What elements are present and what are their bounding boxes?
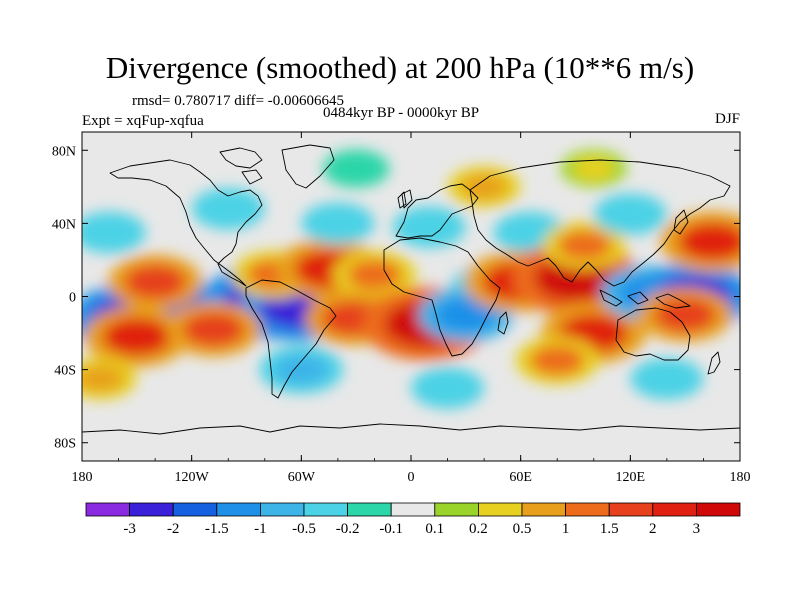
x-tick-label-0: 180: [72, 470, 93, 485]
colorbar-label-2: -1.5: [205, 521, 229, 537]
divergence-field: [82, 132, 740, 461]
colorbar-swatch-5: [303, 502, 348, 517]
colorbar-label-3: -1: [254, 521, 267, 537]
colorbar-label-0: -3: [123, 521, 136, 537]
x-tick-label-5: 120E: [616, 470, 646, 485]
colorbar: -3 -2 -1.5 -1 -0.5 -0.2 -0.1 0.1 0.2 0.5 1 1.5 2 3: [85, 502, 741, 537]
coastline-north-america: [109, 159, 263, 287]
y-tick-label-2: 0: [69, 291, 76, 306]
y-axis: 80N 40N 0 40S 80S: [52, 144, 740, 452]
x-tick-label-6: 180: [730, 470, 751, 485]
colorbar-swatch-6: [347, 502, 392, 517]
field-core-24: [530, 345, 585, 376]
colorbar-label-11: 1.5: [600, 521, 619, 537]
field-core-32: [82, 365, 124, 392]
colorbar-label-1: -2: [167, 521, 180, 537]
y-tick-label-3: 40S: [54, 364, 76, 379]
coastline-japan: [673, 209, 689, 235]
colorbar-swatch-4: [259, 502, 305, 517]
colorbar-swatch-7: [390, 502, 436, 517]
colorbar-swatch-0: [85, 502, 130, 517]
colorbar-label-12: 2: [649, 521, 657, 537]
field-core-29: [606, 201, 654, 228]
field-core-15: [405, 214, 453, 241]
field-core-33: [460, 173, 508, 200]
field-core-27: [678, 222, 740, 261]
field-core-19: [506, 219, 554, 246]
rmsd-diff-stats: rmsd= 0.780717 diff= -0.00606645: [132, 93, 345, 109]
colorbar-swatch-12: [608, 502, 654, 517]
colorbar-swatch-9: [477, 502, 523, 517]
coastlines: [82, 144, 740, 435]
field-core-18: [424, 374, 472, 401]
colorbar-swatch-10: [521, 502, 566, 517]
coastline-africa: [383, 237, 501, 357]
field-core-13: [314, 210, 362, 237]
colorbar-swatch-8: [434, 502, 479, 517]
field-core-34: [334, 156, 378, 181]
colorbar-swatch-14: [696, 502, 741, 517]
coastline-asia: [469, 159, 731, 287]
x-tick-label-2: 60W: [288, 470, 316, 485]
experiment-label: Expt = xqFup-xqfua: [82, 113, 204, 129]
colorbar-swatch-1: [129, 502, 174, 517]
colorbar-label-9: 0.5: [513, 521, 532, 537]
time-period-label: 0484kyr BP - 0000kyr BP: [323, 105, 480, 121]
coastline-madagascar: [497, 311, 509, 335]
coastline-south-america: [245, 279, 337, 399]
x-axis: 180 120W 60W 0 60E 120E 180: [72, 132, 751, 485]
field-core-12: [204, 195, 252, 222]
coastline-indonesia: [599, 289, 691, 309]
x-tick-label-3: 0: [408, 470, 415, 485]
colorbar-swatch-11: [565, 502, 610, 517]
field-core-30: [643, 365, 691, 392]
field-core-31: [85, 219, 133, 246]
coastline-greenland: [281, 144, 335, 189]
x-tick-label-1: 120W: [175, 470, 210, 485]
colorbar-swatch-2: [172, 502, 218, 517]
x-tick-label-4: 60E: [509, 470, 532, 485]
colorbar-swatch-13: [652, 502, 697, 517]
coastline-british-isles: [397, 191, 407, 209]
field-core-35: [572, 156, 616, 181]
field-core-9: [347, 259, 402, 290]
field-core-17: [435, 297, 497, 332]
colorbar-swatch-3: [216, 502, 261, 517]
y-tick-label-0: 80N: [52, 144, 76, 159]
chart-title: Divergence (smoothed) at 200 hPa (10**6 …: [105, 50, 695, 85]
colorbar-label-6: -0.1: [379, 521, 403, 537]
colorbar-label-13: 3: [693, 521, 701, 537]
field-core-22: [557, 230, 612, 261]
coastline-new-zealand: [707, 351, 721, 375]
coastline-australia: [615, 307, 691, 361]
field-core-6: [183, 312, 245, 347]
colorbar-label-7: 0.1: [425, 521, 444, 537]
colorbar-label-10: 1: [562, 521, 570, 537]
field-core-5: [102, 317, 171, 356]
field-core-14: [274, 354, 329, 385]
colorbar-label-8: 0.2: [469, 521, 488, 537]
y-tick-label-1: 40N: [52, 217, 76, 232]
coastline-europe: [395, 183, 479, 239]
colorbar-label-4: -0.5: [292, 521, 316, 537]
season-label: DJF: [714, 111, 740, 127]
y-tick-label-4: 80S: [54, 437, 76, 452]
colorbar-label-5: -0.2: [336, 521, 360, 537]
coastline-antarctica: [82, 423, 740, 435]
coastline-arctic-islands: [219, 147, 263, 185]
field-core-4: [124, 264, 186, 299]
